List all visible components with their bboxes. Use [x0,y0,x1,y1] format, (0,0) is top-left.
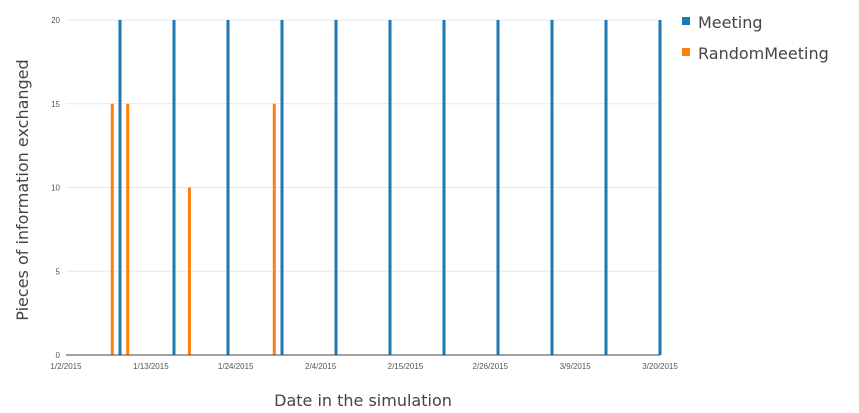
bar-meeting [604,20,608,355]
bar-meeting [496,20,500,355]
x-axis-ticks: 1/2/2015 1/13/2015 1/24/2015 2/4/2015 2/15/2… [50,362,678,371]
bar-randommeeting [110,103,114,355]
bar-meeting [658,20,662,355]
bar-meeting [280,20,284,355]
y-tick-label: 15 [51,100,60,109]
y-tick-label: 20 [51,16,60,25]
x-tick-label: 3/20/2015 [642,362,678,371]
legend-label: RandomMeeting [698,44,829,63]
x-tick-label: 1/24/2015 [218,362,254,371]
bar-meeting [388,20,392,355]
bar-meeting [334,20,338,355]
legend: Meeting RandomMeeting [682,13,829,63]
bar-meeting [442,20,446,355]
legend-label: Meeting [698,13,763,32]
bar-meeting [550,20,554,355]
legend-swatch [682,48,690,56]
x-axis-title: Date in the simulation [274,391,452,410]
x-tick-label: 3/9/2015 [560,362,592,371]
x-tick-label: 1/13/2015 [133,362,169,371]
gridlines [66,19,660,272]
legend-swatch [682,17,690,25]
x-tick-label: 2/4/2015 [305,362,337,371]
bar-randommeeting [272,103,276,355]
x-tick-label: 1/2/2015 [50,362,82,371]
x-tick-label: 2/15/2015 [388,362,424,371]
bars [110,20,662,355]
bar-meeting [172,20,176,355]
y-axis-ticks: 0 5 10 15 20 [51,16,60,360]
y-tick-label: 5 [56,267,61,276]
y-axis-title: Pieces of information exchanged [13,59,32,320]
bar-randommeeting [187,187,191,355]
y-tick-label: 0 [56,351,61,360]
bar-meeting [118,20,122,355]
y-tick-label: 10 [51,184,60,193]
x-tick-label: 2/26/2015 [472,362,508,371]
bar-meeting [226,20,230,355]
bar-randommeeting [126,103,130,355]
